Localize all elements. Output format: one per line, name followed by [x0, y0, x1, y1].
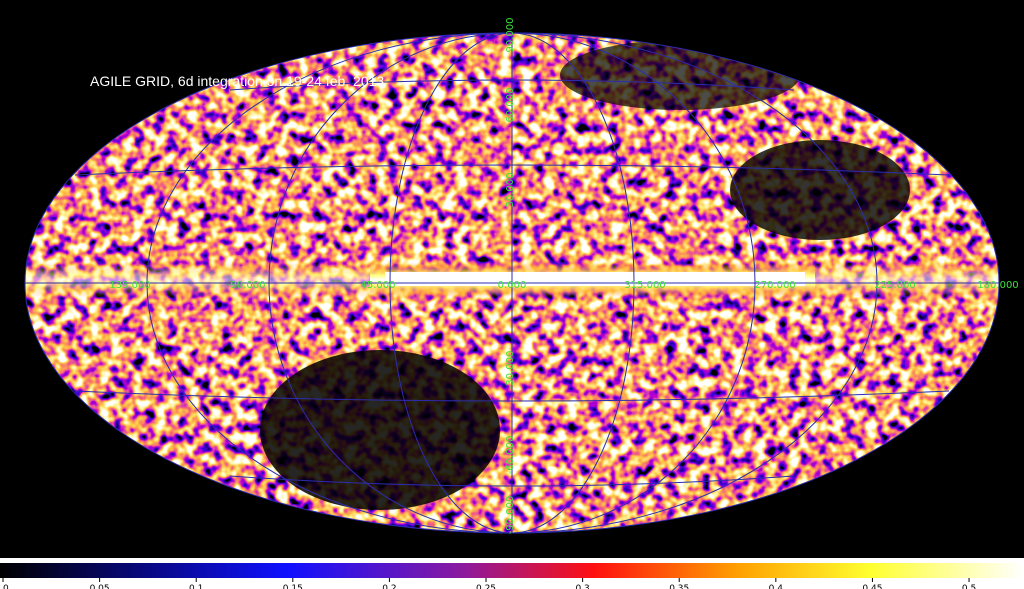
longitude-label: 135.000 [109, 280, 150, 291]
map-title: AGILE GRID, 6d integration on 19-24 feb,… [90, 73, 384, 89]
colorbar-tick-label: 0.35 [669, 584, 689, 589]
latitude-label: 60.000 [505, 88, 516, 123]
galactic-plane [385, 272, 805, 286]
coordinate-grid [24, 32, 1000, 534]
colorbar-tick-label: 0.45 [862, 584, 882, 589]
longitude-label: 90.000 [231, 280, 266, 291]
parallel [229, 475, 795, 487]
latitude-label: 30.000 [505, 173, 516, 208]
grid-labels: 135.000 90.000 45.000 0.000 315.000 270.000 22… [109, 18, 1018, 535]
latitude-label: -90.000 [505, 496, 516, 535]
colorbar-tick-label: 0.3 [575, 584, 589, 589]
colorbar-tick-label: 0.15 [283, 584, 303, 589]
dark-region [730, 140, 910, 240]
parallel [74, 390, 950, 402]
colorbar-tick-label: 0.05 [90, 584, 110, 589]
colorbar-tick-label: 0.2 [382, 584, 396, 589]
latitude-label: -30.000 [505, 351, 516, 390]
colorbar-tick-label: 0.5 [962, 584, 976, 589]
colorbar-tick-label: 0 [3, 584, 9, 589]
colorbar-tick-label: 0.4 [769, 584, 784, 589]
longitude-label: 270.000 [754, 280, 795, 291]
longitude-label: 315.000 [624, 280, 665, 291]
colorbar-tick-label: 0.25 [476, 584, 496, 589]
parallel [229, 79, 795, 91]
parallel [74, 164, 950, 176]
longitude-label: 45.000 [361, 280, 396, 291]
longitude-label: 180.000 [977, 280, 1018, 291]
latitude-label: 90.000 [505, 18, 516, 53]
longitude-label: 225.000 [874, 280, 915, 291]
colorbar [0, 563, 1024, 578]
colorbar-tick-label: 0.1 [189, 584, 203, 589]
longitude-label: 0.000 [498, 280, 527, 291]
dark-region [260, 350, 500, 510]
colorbar-axis: 0 0.05 0.1 0.15 0.2 0.25 0.3 0.35 0.4 0.45 0.5 [2, 578, 976, 589]
latitude-label: -60.000 [505, 436, 516, 475]
